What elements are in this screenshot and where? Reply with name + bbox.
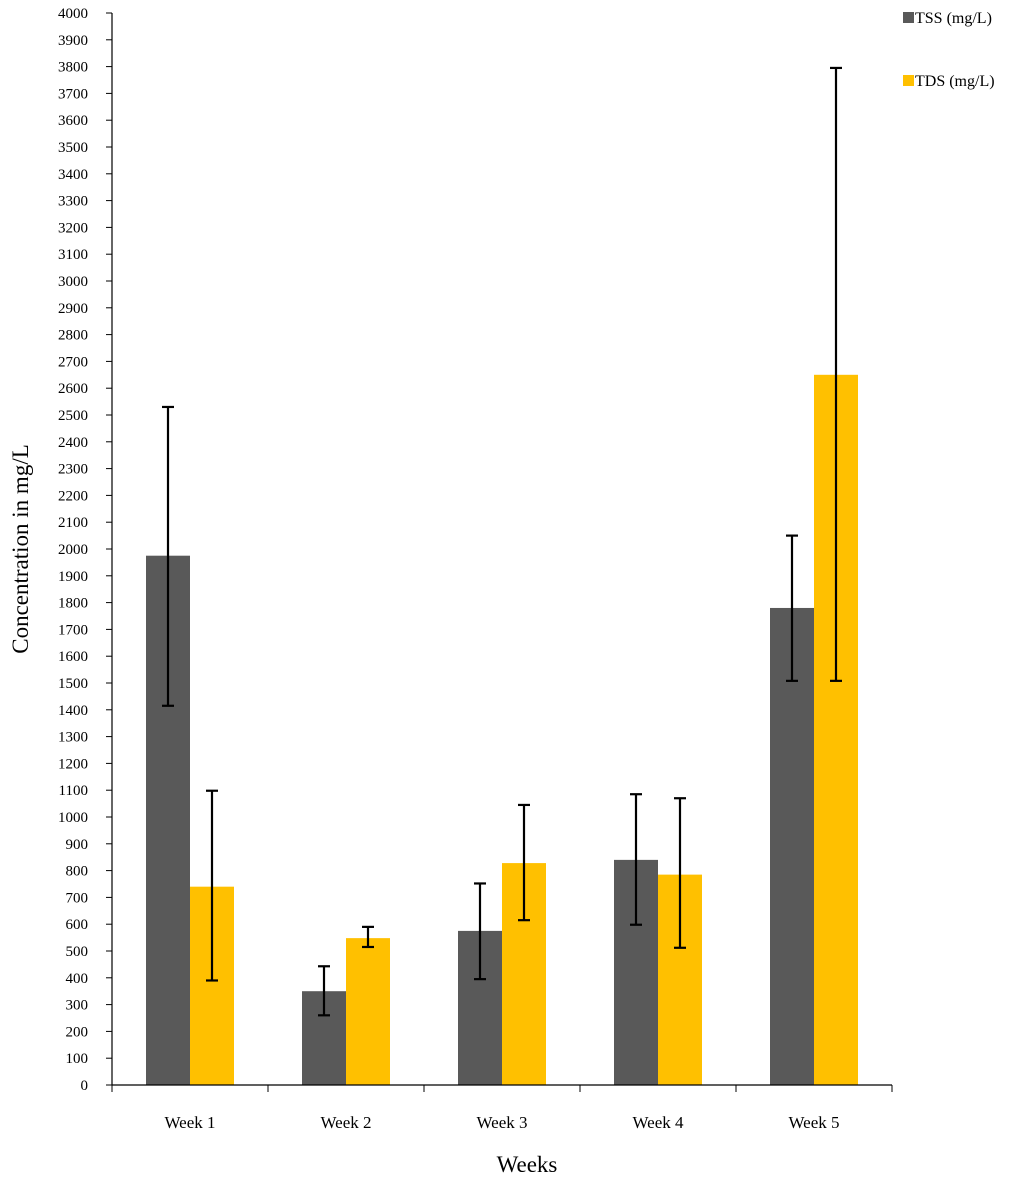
- y-tick-label: 3800: [58, 60, 88, 76]
- y-tick-label: 3500: [58, 140, 88, 156]
- y-tick-label: 3000: [58, 274, 88, 290]
- y-tick-label: 800: [66, 864, 89, 880]
- legend-label: TSS (mg/L): [915, 10, 992, 27]
- y-tick-label: 500: [66, 944, 89, 960]
- y-tick-label: 1400: [58, 703, 88, 719]
- y-tick-label: 100: [66, 1051, 89, 1067]
- y-tick-label: 0: [81, 1078, 89, 1094]
- y-tick-label: 3200: [58, 220, 88, 236]
- y-tick-label: 3700: [58, 86, 88, 102]
- y-tick-label: 3400: [58, 167, 88, 183]
- legend: TSS (mg/L) TDS (mg/L): [903, 10, 995, 90]
- legend-swatch: [903, 75, 914, 86]
- y-tick-label: 1700: [58, 622, 88, 638]
- y-tick-label: 3900: [58, 33, 88, 49]
- y-tick-label: 2400: [58, 435, 88, 451]
- y-tick-label: 1300: [58, 730, 88, 746]
- y-tick-label: 1000: [58, 810, 88, 826]
- y-tick-label: 1200: [58, 756, 88, 772]
- y-tick-label: 4000: [58, 6, 88, 22]
- y-tick-label: 1600: [58, 649, 88, 665]
- y-tick-label: 2100: [58, 515, 88, 531]
- y-tick-label: 2600: [58, 381, 88, 397]
- y-tick-label: 400: [66, 971, 89, 987]
- x-ticks: Week 1 Week 2 Week 3 Week 4 Week 5: [111, 1085, 893, 1132]
- y-tick-label: 200: [66, 1024, 89, 1040]
- y-tick-label: 2900: [58, 301, 88, 317]
- y-tick-label: 2200: [58, 488, 88, 504]
- y-tick-label: 1500: [58, 676, 88, 692]
- x-tick-label: Week 3: [476, 1113, 527, 1132]
- y-tick-label: 2300: [58, 462, 88, 478]
- y-tick-label: 700: [66, 890, 89, 906]
- y-tick-label: 600: [66, 917, 89, 933]
- y-tick-label: 2500: [58, 408, 88, 424]
- x-tick-label: Week 1: [164, 1113, 215, 1132]
- x-tick-label: Week 4: [632, 1113, 684, 1132]
- y-ticks: 0 100 200 300 400 500 600 700 800 900 1000 1100 1200…: [58, 6, 112, 1094]
- bar-tds: [346, 938, 390, 1085]
- y-axis-title: Concentration in mg/L: [8, 444, 33, 654]
- y-tick-label: 2800: [58, 328, 88, 344]
- error-bars-layer: [162, 66, 842, 1017]
- y-tick-label: 3600: [58, 113, 88, 129]
- legend-swatch: [903, 12, 914, 23]
- y-tick-label: 3100: [58, 247, 88, 263]
- y-tick-label: 3300: [58, 194, 88, 210]
- x-tick-label: Week 2: [320, 1113, 371, 1132]
- x-tick-label: Week 5: [788, 1113, 839, 1132]
- y-tick-label: 900: [66, 837, 89, 853]
- y-tick-label: 1800: [58, 596, 88, 612]
- x-axis-title: Weeks: [497, 1152, 558, 1177]
- legend-label: TDS (mg/L): [915, 73, 995, 90]
- y-tick-label: 2700: [58, 354, 88, 370]
- y-tick-label: 300: [66, 998, 89, 1014]
- y-tick-label: 2000: [58, 542, 88, 558]
- bar-tss: [770, 607, 814, 1085]
- y-tick-label: 1100: [59, 783, 88, 799]
- y-tick-label: 1900: [58, 569, 88, 585]
- bars-layer: [146, 374, 858, 1085]
